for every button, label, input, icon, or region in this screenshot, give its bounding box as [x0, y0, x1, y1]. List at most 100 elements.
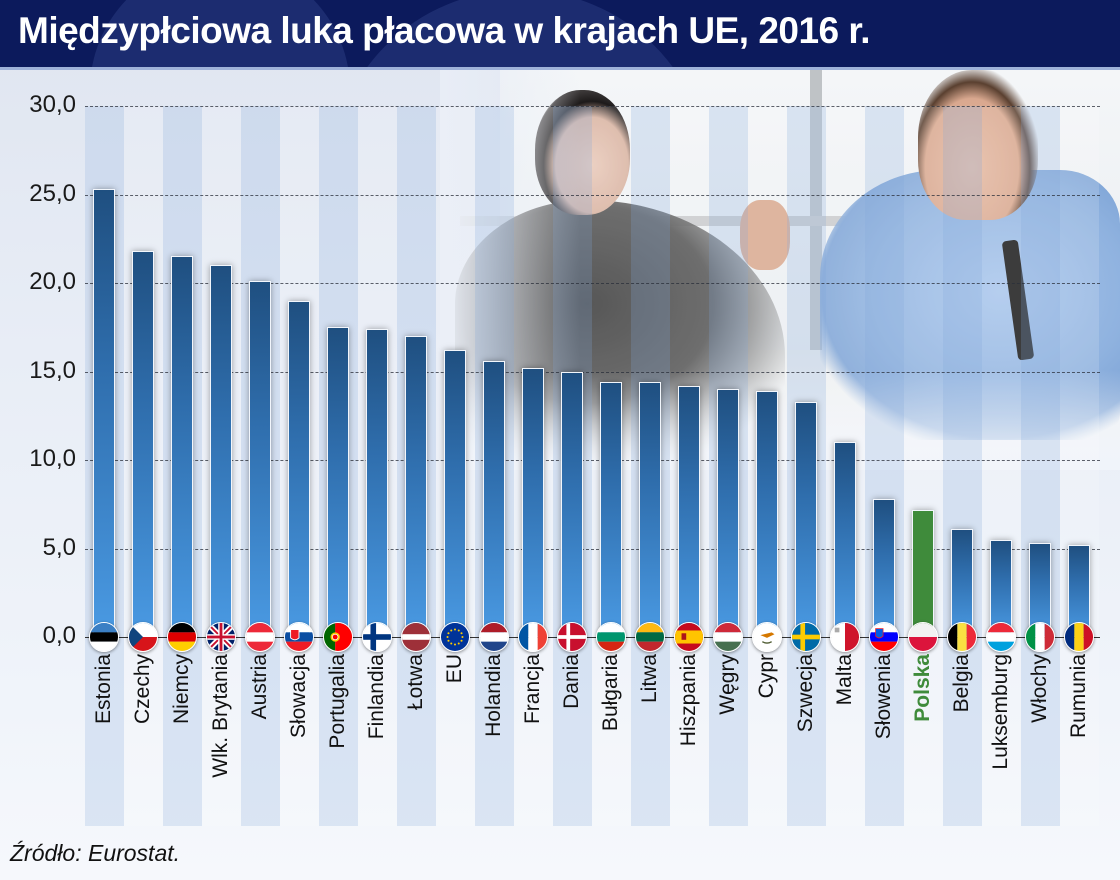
bar-niemcy: [171, 256, 193, 637]
finland-flag-icon: [362, 622, 392, 652]
portugal-flag-icon: [323, 622, 353, 652]
x-axis-label: Finlandia: [365, 654, 388, 740]
x-axis-label: Cypr: [755, 654, 778, 699]
netherlands-flag-icon: [479, 622, 509, 652]
y-tick-label: 20,0: [29, 268, 76, 295]
spain-flag-icon: [674, 622, 704, 652]
sweden-flag-icon: [791, 622, 821, 652]
x-axis-label: Szwecja: [794, 654, 817, 733]
gridline: [85, 460, 1100, 461]
latvia-flag-icon: [401, 622, 431, 652]
x-axis-label: Bułgaria: [599, 654, 622, 732]
y-tick-label: 0,0: [42, 622, 76, 649]
x-axis-baseline: [85, 637, 1100, 638]
photo-fade: [440, 370, 1120, 470]
denmark-flag-icon: [557, 622, 587, 652]
y-tick-label: 15,0: [29, 356, 76, 384]
italy-flag-icon: [1025, 622, 1055, 652]
y-tick-label: 30,0: [29, 91, 76, 118]
title-underline: [0, 67, 1120, 70]
x-axis-label: Dania: [560, 654, 583, 709]
estonia-flag-icon: [89, 622, 119, 652]
x-axis-label: Hiszpania: [677, 654, 700, 747]
cyprus-flag-icon: [752, 622, 782, 652]
title-bar: Międzypłciowa luka płacowa w krajach UE,…: [0, 0, 1120, 67]
x-axis-label: Belgia: [950, 654, 973, 713]
hungary-flag-icon: [713, 622, 743, 652]
column-stripe: [1021, 106, 1060, 826]
x-axis-label: Estonia: [92, 654, 115, 725]
bar-belgia: [951, 529, 973, 637]
bar-polska: [912, 509, 934, 637]
slovenia-flag-icon: [869, 622, 899, 652]
romania-flag-icon: [1064, 622, 1094, 652]
y-tick-label: 25,0: [29, 179, 76, 207]
x-axis-label: Holandia: [482, 654, 505, 737]
bar-cypr: [756, 390, 778, 637]
luxembourg-flag-icon: [986, 622, 1016, 652]
bar-słowacja: [288, 300, 310, 637]
gridline: [85, 371, 1100, 373]
bar-malta: [834, 442, 856, 637]
bar-wlk-brytania: [210, 265, 232, 637]
x-axis-label: Austria: [248, 654, 271, 720]
bar-szwecja: [795, 401, 817, 637]
title-decoration: [90, 0, 350, 67]
bar-portugalia: [327, 327, 349, 637]
bar-czechy: [132, 251, 154, 637]
slovakia-flag-icon: [284, 622, 314, 652]
x-axis-label: Węgry: [716, 654, 739, 715]
bar-austria: [249, 281, 271, 637]
bar-hiszpania: [678, 385, 700, 637]
chart-title: Międzypłciowa luka płacowa w krajach UE,…: [18, 10, 871, 51]
bar-węgry: [717, 389, 739, 637]
column-stripe: [865, 106, 904, 826]
column-stripe: [904, 106, 943, 826]
gridline: [85, 283, 1100, 284]
x-axis-label: Niemcy: [170, 654, 193, 725]
x-axis-label: Włochy: [1028, 654, 1051, 723]
x-axis-label: EU: [443, 654, 466, 684]
photo-clasped-hands: [740, 200, 790, 270]
bar-łotwa: [405, 336, 427, 637]
czech-flag-icon: [128, 622, 158, 652]
bar-bułgaria: [600, 382, 622, 637]
gridline: [85, 548, 1100, 550]
x-axis-label: Portugalia: [326, 654, 349, 749]
gridline: [85, 194, 1100, 196]
bar-estonia: [93, 189, 115, 637]
bar-słowenia: [873, 498, 895, 637]
column-stripe: [943, 106, 982, 826]
y-tick-label: 10,0: [29, 445, 76, 472]
austria-flag-icon: [245, 622, 275, 652]
x-axis-label: Francja: [521, 654, 544, 725]
x-axis-label: Litwa: [638, 654, 661, 704]
x-axis-label: Luksemburg: [989, 654, 1012, 770]
bar-eu: [444, 350, 466, 637]
gridline: [85, 106, 1100, 107]
poland-flag-icon: [908, 622, 938, 652]
bar-holandia: [483, 360, 505, 637]
lithuania-flag-icon: [635, 622, 665, 652]
x-axis-label: Malta: [833, 654, 856, 706]
x-axis-label: Słowenia: [872, 654, 895, 740]
bulgaria-flag-icon: [596, 622, 626, 652]
bar-litwa: [639, 382, 661, 637]
eu-flag-icon: [440, 622, 470, 652]
bar-francja: [522, 367, 544, 637]
france-flag-icon: [518, 622, 548, 652]
x-axis-label: Czechy: [131, 654, 154, 725]
column-stripe: [1060, 106, 1099, 826]
x-axis-label: Łotwa: [404, 654, 427, 711]
belgium-flag-icon: [947, 622, 977, 652]
source-note: Źródło: Eurostat.: [10, 840, 181, 866]
x-axis-label: Polska: [911, 654, 934, 722]
x-axis-label: Wlk. Brytania: [209, 654, 232, 778]
germany-flag-icon: [167, 622, 197, 652]
bar-dania: [561, 371, 583, 637]
malta-flag-icon: [830, 622, 860, 652]
y-tick-label: 5,0: [42, 533, 76, 561]
column-stripe: [982, 106, 1021, 826]
x-axis-label: Rumunia: [1067, 654, 1090, 739]
